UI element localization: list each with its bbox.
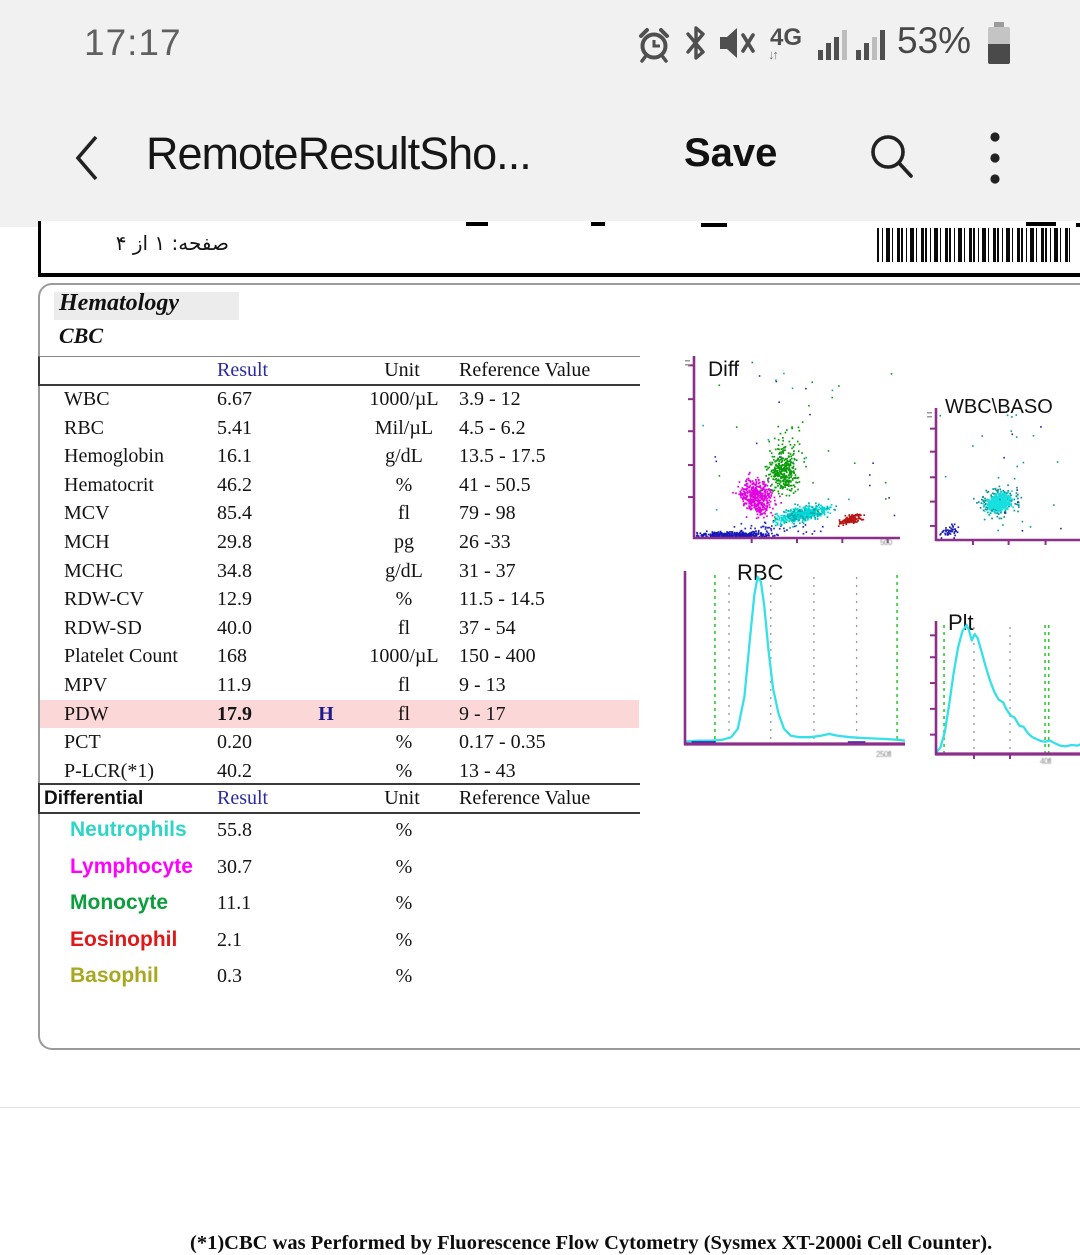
column-header-unit: Unit	[360, 786, 444, 811]
section-title: Hematology	[59, 290, 179, 317]
barcode	[877, 228, 1070, 262]
diff-axis-note: 500	[880, 538, 892, 547]
signal-icon-sim1	[818, 30, 847, 60]
clock-label: 17:17	[84, 22, 182, 64]
rbc-axis-note: 250fl	[876, 750, 891, 759]
overflow-menu-button[interactable]	[984, 128, 1006, 188]
top-chrome: 17:17 4G ↓↑ 53% RemoteResultSho... Save	[0, 0, 1080, 227]
4g-icon: 4G ↓↑	[766, 26, 806, 61]
back-chevron-icon	[78, 137, 96, 179]
table-row: Hematocrit 46.2% 41 - 50.5	[40, 471, 660, 500]
table-row: Lymphocyte 30.7%	[40, 849, 660, 886]
high-flag: H	[306, 700, 346, 729]
clipped-text-fragments	[1026, 222, 1056, 226]
column-header-reference: Reference Value	[459, 358, 590, 383]
document-viewer[interactable]: صفحه: ۱ از ۴ Hematology CBC Result Unit …	[0, 227, 1080, 1115]
clipped-text-fragments	[591, 222, 605, 226]
column-header-result: Result	[217, 358, 268, 383]
table-row: Hemoglobin 16.1 g/dL 13.5 - 17.5	[40, 442, 660, 471]
table-row: Platelet Count 168 1000/µL 150 - 400	[40, 642, 660, 671]
clipped-text-fragments	[1076, 223, 1080, 227]
back-button[interactable]	[70, 132, 106, 184]
table-row: P-LCR(*1) 40.2% 13 - 43	[40, 757, 660, 786]
table-row: MCV 85.4 fl 79 - 98	[40, 499, 660, 528]
footnote: (*1)CBC was Performed by Fluorescence Fl…	[190, 1232, 992, 1255]
table-row: MPV 11.9 fl 9 - 13	[40, 671, 660, 700]
page-number-label: صفحه: ۱ از ۴	[59, 231, 229, 255]
save-button[interactable]: Save	[684, 131, 777, 176]
wbc-baso-scatter-chart	[922, 392, 1080, 552]
column-header-unit: Unit	[360, 358, 444, 383]
cbc-table-body: WBC 6.67 1000/µL 3.9 - 12 RBC 5.41 Mil/µL 4.5 …	[40, 385, 660, 785]
table-row: PCT 0.20% 0.17 - 0.35	[40, 728, 660, 757]
search-icon	[873, 137, 911, 176]
clipped-text-fragments	[466, 222, 488, 226]
clipped-text-fragments	[701, 223, 727, 227]
table-row: Eosinophil 2.1%	[40, 922, 660, 959]
column-header-differential: Differential	[44, 786, 143, 811]
differential-table-body: Neutrophils 55.8% Lymphocyte 30.7% Monocyt…	[40, 812, 660, 995]
app-title: RemoteResultSho...	[146, 128, 531, 180]
rbc-histogram-chart	[662, 557, 912, 762]
table-row: Neutrophils 55.8%	[40, 812, 660, 849]
subsection-title: CBC	[59, 323, 103, 349]
table-row: MCH 29.8 pg 26 -33	[40, 528, 660, 557]
bluetooth-icon	[684, 23, 708, 63]
table-row: MCHC 34.8 g/dL 31 - 37	[40, 557, 660, 586]
table-row: Monocyte 11.1%	[40, 885, 660, 922]
next-page-edge	[0, 1107, 1080, 1108]
table-row: RDW-CV 12.9% 11.5 - 14.5	[40, 585, 660, 614]
table-row-highlighted: PDW 17.9 Hfl 9 - 17	[40, 700, 639, 729]
plt-histogram-chart	[922, 602, 1080, 762]
page-header-box: صفحه: ۱ از ۴	[38, 221, 1080, 277]
battery-percent-label: 53%	[897, 20, 971, 62]
plt-axis-note: 40fl	[1040, 757, 1051, 766]
table-row: RDW-SD 40.0 fl 37 - 54	[40, 614, 660, 643]
table-row: Basophil 0.3%	[40, 958, 660, 995]
more-vertical-icon	[990, 132, 999, 183]
alarm-icon	[637, 24, 671, 64]
diff-scatter-chart	[662, 352, 912, 552]
differential-table-header: Differential Result Unit Reference Value	[38, 783, 640, 814]
column-header-result: Result	[217, 786, 268, 811]
column-header-reference: Reference Value	[459, 786, 590, 811]
mute-icon	[716, 24, 758, 62]
search-button[interactable]	[866, 130, 918, 184]
cbc-table-header: Result Unit Reference Value	[38, 356, 640, 386]
table-row: WBC 6.67 1000/µL 3.9 - 12	[40, 385, 660, 414]
table-row: RBC 5.41 Mil/µL 4.5 - 6.2	[40, 414, 660, 443]
report-box: Hematology CBC Result Unit Reference Val…	[38, 283, 1080, 1050]
signal-icon-sim2	[856, 30, 885, 60]
battery-icon	[988, 27, 1010, 64]
